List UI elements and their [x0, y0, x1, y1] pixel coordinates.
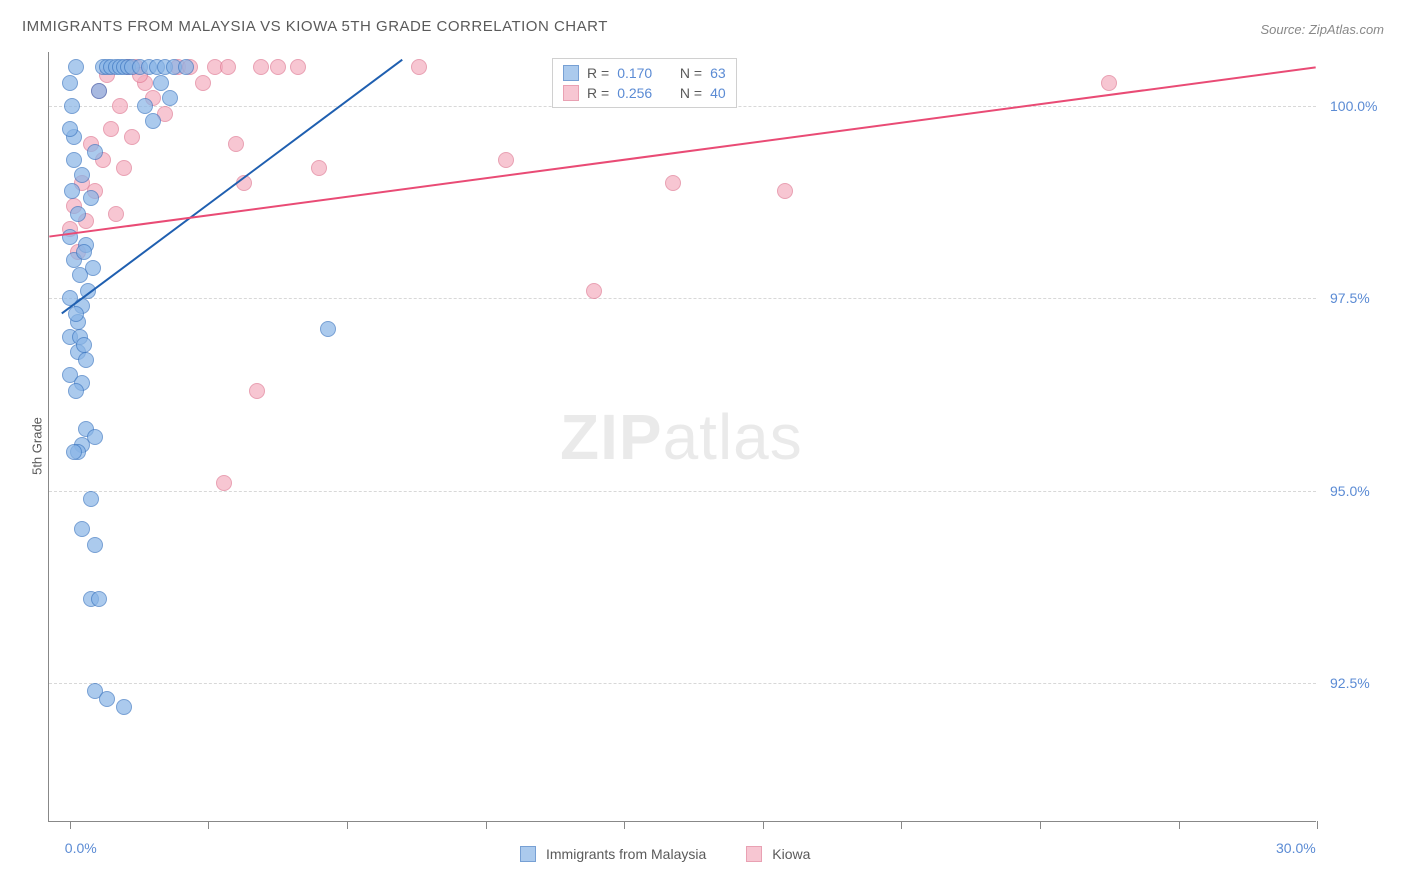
data-point-malaysia: [99, 691, 115, 707]
data-point-malaysia: [162, 90, 178, 106]
data-point-kiowa: [270, 59, 286, 75]
gridline-h: [49, 683, 1316, 684]
data-point-kiowa: [311, 160, 327, 176]
chart-plot-area: [48, 52, 1316, 822]
data-point-kiowa: [411, 59, 427, 75]
legend-n-label: N =: [680, 85, 702, 101]
x-tick: [1317, 821, 1318, 829]
y-tick-label: 95.0%: [1330, 483, 1370, 499]
x-tick: [70, 821, 71, 829]
data-point-malaysia: [64, 98, 80, 114]
x-tick: [208, 821, 209, 829]
trend-lines: [49, 52, 1316, 821]
legend-r-label: R =: [587, 65, 609, 81]
data-point-malaysia: [62, 121, 78, 137]
x-tick: [1040, 821, 1041, 829]
data-point-kiowa: [124, 129, 140, 145]
data-point-malaysia: [85, 260, 101, 276]
data-point-kiowa: [290, 59, 306, 75]
y-tick-label: 100.0%: [1330, 98, 1377, 114]
x-tick: [763, 821, 764, 829]
data-point-kiowa: [665, 175, 681, 191]
x-tick: [1179, 821, 1180, 829]
legend-r-value: 0.170: [617, 65, 652, 81]
data-point-kiowa: [1101, 75, 1117, 91]
data-point-malaysia: [64, 183, 80, 199]
gridline-h: [49, 298, 1316, 299]
legend-r-label: R =: [587, 85, 609, 101]
data-point-malaysia: [91, 83, 107, 99]
data-point-malaysia: [66, 444, 82, 460]
data-point-malaysia: [76, 337, 92, 353]
legend-r-value: 0.256: [617, 85, 652, 101]
x-tick: [486, 821, 487, 829]
legend-swatch: [520, 846, 536, 862]
data-point-kiowa: [777, 183, 793, 199]
data-point-malaysia: [83, 491, 99, 507]
data-point-malaysia: [87, 537, 103, 553]
legend-swatch: [563, 65, 579, 81]
data-point-malaysia: [178, 59, 194, 75]
legend-stats-row-kiowa: R = 0.256 N = 40: [563, 83, 726, 103]
legend-stats-row-malaysia: R = 0.170 N = 63: [563, 63, 726, 83]
data-point-kiowa: [249, 383, 265, 399]
legend-n-value: 63: [710, 65, 726, 81]
legend-series: Immigrants from Malaysia Kiowa: [520, 846, 840, 862]
data-point-malaysia: [66, 152, 82, 168]
data-point-kiowa: [216, 475, 232, 491]
data-point-malaysia: [74, 521, 90, 537]
gridline-h: [49, 491, 1316, 492]
data-point-malaysia: [137, 98, 153, 114]
data-point-malaysia: [145, 113, 161, 129]
data-point-malaysia: [116, 699, 132, 715]
data-point-malaysia: [76, 244, 92, 260]
data-point-malaysia: [83, 190, 99, 206]
y-tick-label: 92.5%: [1330, 675, 1370, 691]
data-point-malaysia: [153, 75, 169, 91]
data-point-malaysia: [80, 283, 96, 299]
data-point-malaysia: [87, 144, 103, 160]
data-point-malaysia: [91, 591, 107, 607]
data-point-kiowa: [253, 59, 269, 75]
data-point-kiowa: [108, 206, 124, 222]
y-tick-label: 97.5%: [1330, 290, 1370, 306]
data-point-kiowa: [112, 98, 128, 114]
data-point-malaysia: [62, 229, 78, 245]
x-tick: [901, 821, 902, 829]
trend-line-malaysia: [62, 60, 402, 314]
legend-swatch: [563, 85, 579, 101]
data-point-malaysia: [68, 383, 84, 399]
data-point-kiowa: [228, 136, 244, 152]
data-point-kiowa: [498, 152, 514, 168]
chart-title: IMMIGRANTS FROM MALAYSIA VS KIOWA 5TH GR…: [22, 18, 608, 35]
data-point-kiowa: [586, 283, 602, 299]
data-point-malaysia: [320, 321, 336, 337]
data-point-malaysia: [70, 206, 86, 222]
source-label: Source: ZipAtlas.com: [1260, 22, 1384, 37]
legend-swatch: [746, 846, 762, 862]
legend-label-malaysia: Immigrants from Malaysia: [546, 846, 706, 862]
y-axis-label: 5th Grade: [29, 417, 44, 475]
data-point-malaysia: [74, 167, 90, 183]
data-point-malaysia: [68, 59, 84, 75]
data-point-kiowa: [195, 75, 211, 91]
legend-n-label: N =: [680, 65, 702, 81]
x-tick: [347, 821, 348, 829]
data-point-malaysia: [78, 352, 94, 368]
legend-stats: R = 0.170 N = 63R = 0.256 N = 40: [552, 58, 737, 108]
data-point-malaysia: [68, 306, 84, 322]
data-point-kiowa: [116, 160, 132, 176]
data-point-kiowa: [103, 121, 119, 137]
data-point-kiowa: [236, 175, 252, 191]
x-tick-label: 30.0%: [1276, 840, 1316, 856]
data-point-malaysia: [62, 75, 78, 91]
legend-n-value: 40: [710, 85, 726, 101]
x-tick-label: 0.0%: [65, 840, 97, 856]
legend-label-kiowa: Kiowa: [772, 846, 810, 862]
data-point-kiowa: [220, 59, 236, 75]
x-tick: [624, 821, 625, 829]
